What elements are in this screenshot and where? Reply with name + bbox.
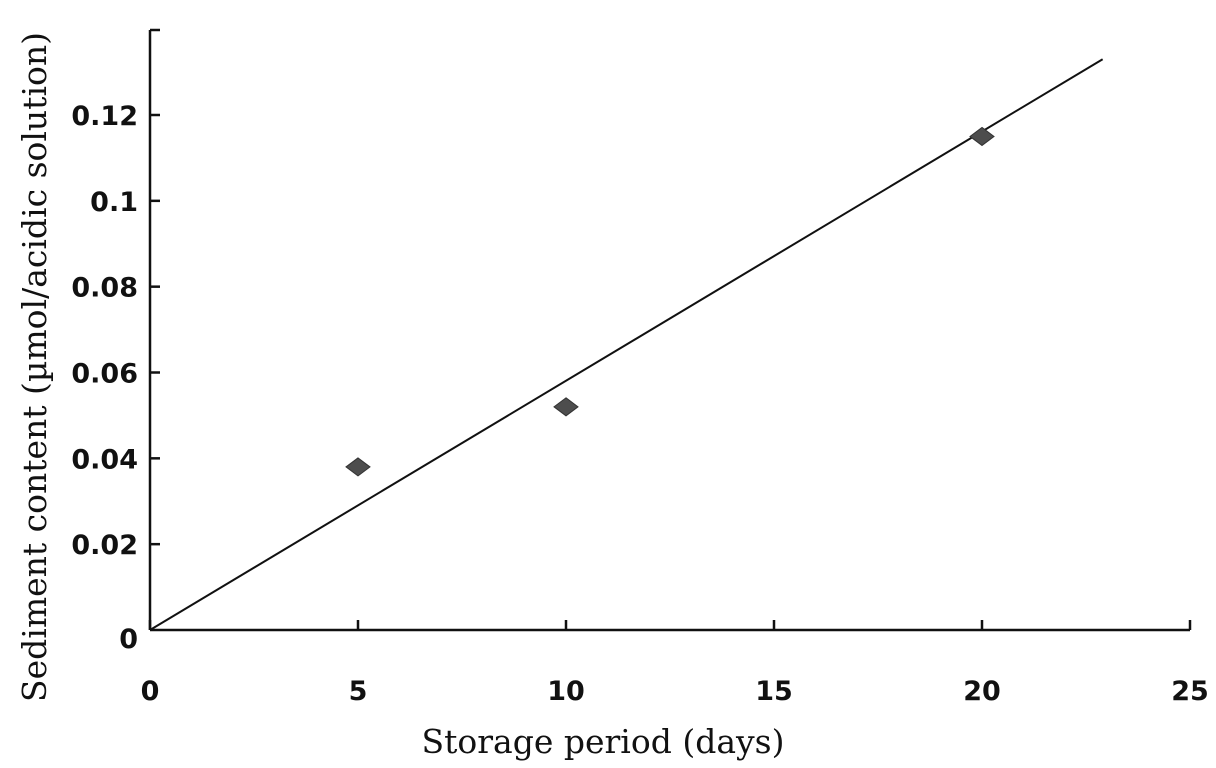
y-tick-label: 0.1	[90, 187, 138, 218]
x-tick-label: 15	[755, 676, 793, 707]
y-tick-label: 0.06	[71, 359, 138, 390]
x-tick-label: 10	[547, 676, 585, 707]
y-tick-labels: 0 0.02 0.04 0.06 0.08 0.1 0.12	[71, 101, 138, 655]
data-point	[553, 397, 579, 417]
y-tick-label: 0.04	[71, 444, 138, 475]
y-tick-label: 0.02	[71, 530, 138, 561]
y-tick-label: 0	[119, 624, 138, 655]
y-axis-title: Sediment content (µmol/acidic solution)	[15, 32, 54, 702]
trendline-group	[149, 58, 1104, 631]
y-tick-label: 0.12	[71, 101, 138, 132]
x-tick-label: 25	[1171, 676, 1209, 707]
trendline	[149, 58, 1104, 631]
x-axis-title: Storage period (days)	[422, 722, 785, 761]
data-point	[345, 457, 371, 477]
x-tick-label: 20	[963, 676, 1001, 707]
x-tick-label: 5	[349, 676, 368, 707]
data-point	[969, 126, 995, 147]
x-tick-labels: 0 5 10 15 20 25	[141, 676, 1209, 707]
data-points	[345, 126, 995, 477]
x-tick-label: 0	[141, 676, 160, 707]
axes	[148, 28, 1192, 632]
y-tick-label: 0.08	[71, 273, 138, 304]
